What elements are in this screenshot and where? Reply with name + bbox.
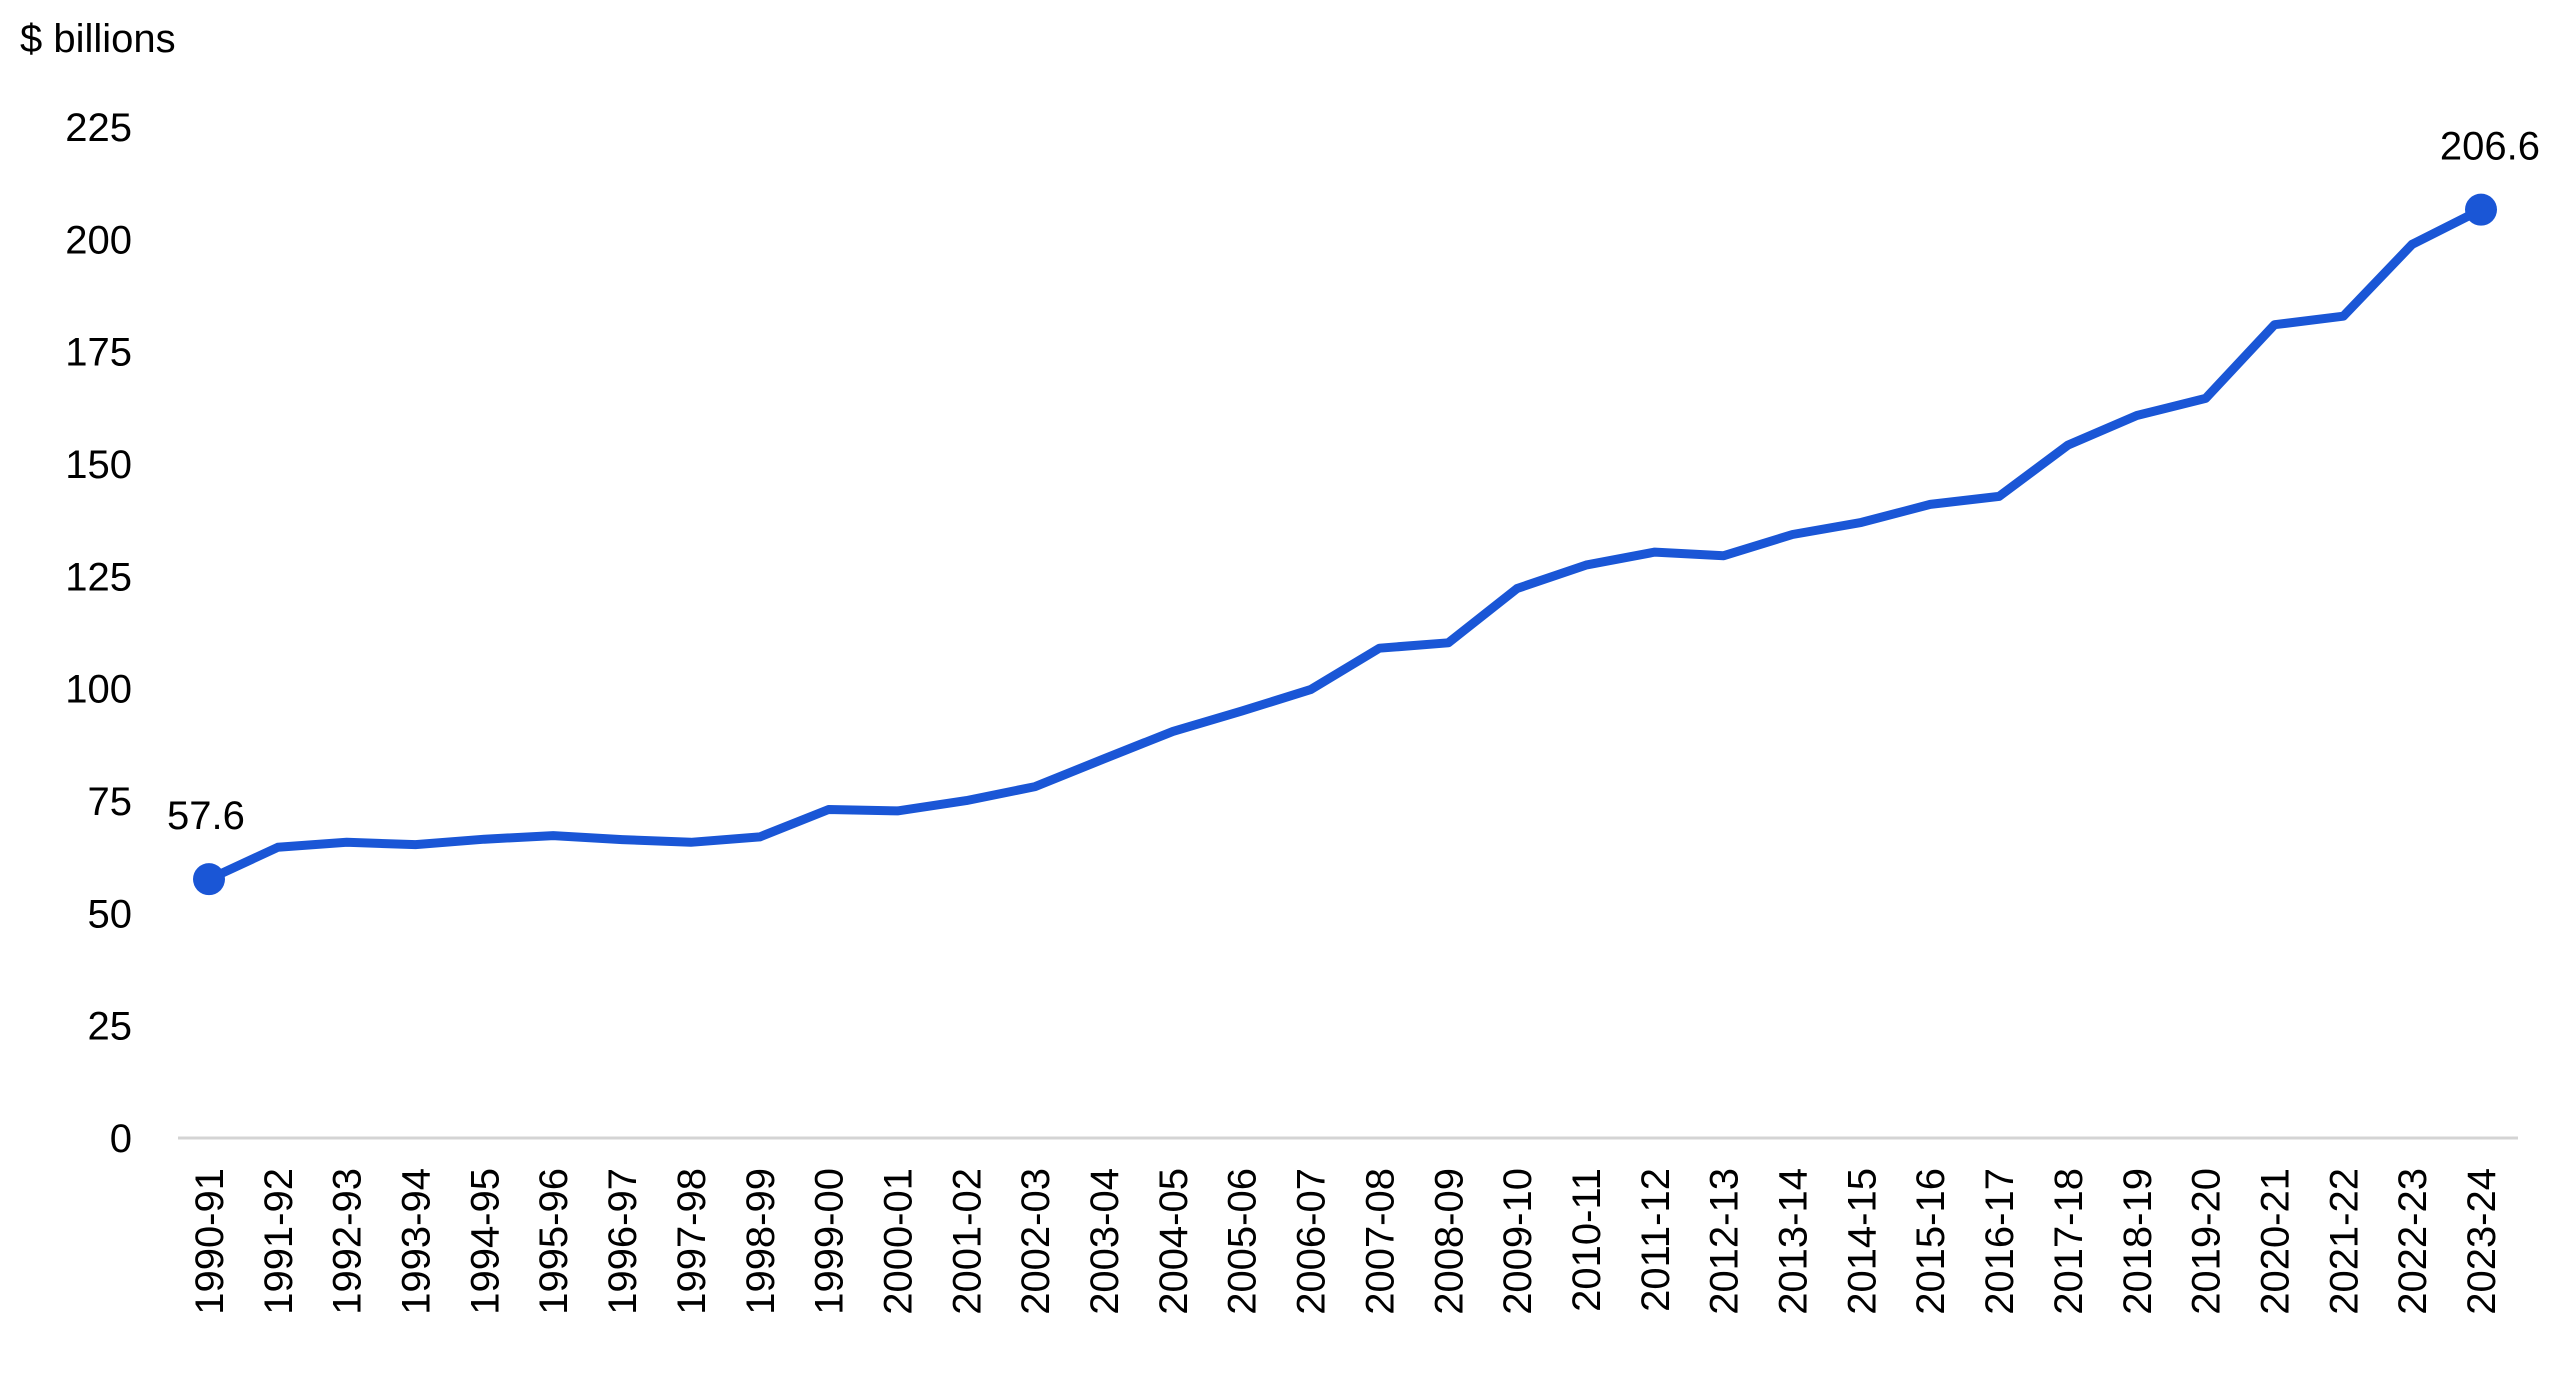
x-tick-label: 2019-20 <box>2185 1168 2229 1315</box>
x-tick-label: 1991-92 <box>257 1168 301 1315</box>
x-tick-label: 2011-12 <box>1634 1168 1678 1312</box>
x-tick-label: 2008-09 <box>1427 1168 1471 1315</box>
x-tick-label: 2010-11 <box>1565 1168 1609 1312</box>
x-tick-label: 1996-97 <box>601 1168 645 1315</box>
y-tick-label: 150 <box>65 443 132 487</box>
y-axis-ticks: 0 25 50 75 100 125 150 175 200 225 <box>65 106 132 1161</box>
y-tick-label: 0 <box>110 1117 132 1161</box>
y-tick-label: 225 <box>65 106 132 150</box>
x-tick-label: 2021-22 <box>2322 1168 2366 1315</box>
x-tick-label: 2016-17 <box>1978 1168 2022 1315</box>
endpoint-marker <box>193 863 225 896</box>
data-markers <box>193 193 2497 896</box>
x-tick-label: 2017-18 <box>2047 1168 2091 1315</box>
x-tick-label: 2007-08 <box>1358 1168 1402 1315</box>
x-tick-label: 1994-95 <box>463 1168 507 1315</box>
x-tick-label: 2004-05 <box>1152 1168 1196 1315</box>
x-tick-label: 2023-24 <box>2460 1168 2504 1315</box>
x-tick-label: 1998-99 <box>739 1168 783 1315</box>
x-tick-label: 1995-96 <box>532 1168 576 1315</box>
y-tick-label: 100 <box>65 668 132 712</box>
x-tick-label: 2022-23 <box>2391 1168 2435 1315</box>
x-tick-label: 2018-19 <box>2116 1168 2160 1315</box>
x-tick-label: 1990-91 <box>188 1168 232 1315</box>
y-tick-label: 125 <box>65 555 132 599</box>
x-tick-label: 2009-10 <box>1496 1168 1540 1315</box>
x-tick-label: 2005-06 <box>1221 1168 1265 1315</box>
data-label: 57.6 <box>167 794 245 838</box>
y-tick-label: 200 <box>65 218 132 262</box>
x-tick-label: 2013-14 <box>1772 1168 1816 1315</box>
data-label: 206.6 <box>2440 125 2540 169</box>
y-tick-label: 175 <box>65 331 132 375</box>
y-tick-label: 75 <box>88 780 133 824</box>
x-tick-label: 1992-93 <box>326 1168 370 1315</box>
x-tick-label: 2012-13 <box>1703 1168 1747 1315</box>
data-labels: 57.6 206.6 <box>167 125 2540 839</box>
x-tick-label: 2020-21 <box>2253 1168 2297 1315</box>
y-tick-label: 50 <box>88 892 133 936</box>
x-tick-label: 1997-98 <box>670 1168 714 1315</box>
x-tick-label: 2006-07 <box>1290 1168 1334 1315</box>
x-tick-label: 2015-16 <box>1909 1168 1953 1315</box>
x-tick-label: 2003-04 <box>1083 1168 1127 1315</box>
y-unit-label: $ billions <box>20 17 176 61</box>
x-tick-label: 1999-00 <box>808 1168 852 1315</box>
x-axis-ticks: 1990-91 1991-92 1992-93 1993-94 1994-95 1995-… <box>188 1168 2504 1315</box>
x-tick-label: 2001-02 <box>945 1168 989 1315</box>
x-tick-label: 2014-15 <box>1840 1168 1884 1315</box>
x-tick-label: 2002-03 <box>1014 1168 1058 1315</box>
endpoint-marker <box>2465 193 2497 226</box>
x-tick-label: 2000-01 <box>876 1168 920 1315</box>
x-tick-label: 1993-94 <box>395 1168 439 1315</box>
y-tick-label: 25 <box>88 1005 133 1049</box>
series-line <box>204 205 2486 884</box>
